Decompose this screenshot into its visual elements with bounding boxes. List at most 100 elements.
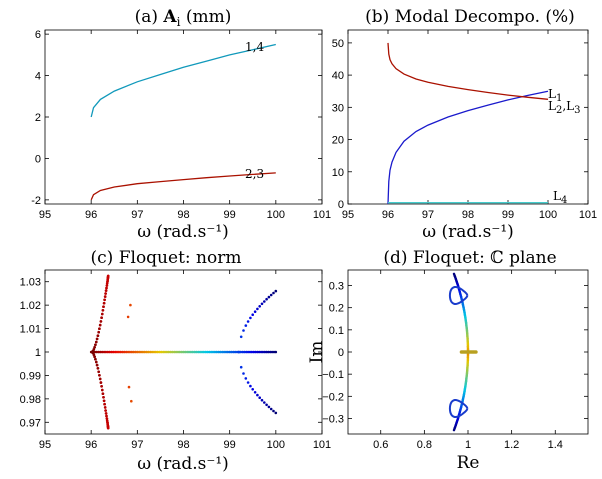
floquet-norm-point: [102, 396, 105, 399]
panel-b-label-l1-sub: 1: [556, 93, 562, 104]
panel-d-ytick-label: 0.1: [329, 325, 344, 337]
floquet-norm-point: [102, 399, 106, 403]
floquet-norm-point: [105, 286, 108, 290]
panel-b-xtick-label: 96: [382, 209, 394, 221]
panel-b-ytick-label: 30: [332, 102, 344, 114]
panel-d-xtick-label: 0.6: [373, 439, 388, 451]
panel-d-ytick-label: 0.3: [329, 281, 344, 293]
panel-d: (d) Floquet: ℂ plane 0.6 0.8 1 1.2 1.4 −0.3 −0…: [307, 248, 589, 473]
floquet-norm-point: [182, 350, 185, 354]
floquet-norm-point: [209, 350, 213, 354]
panel-a-xtick-label: 98: [177, 209, 189, 221]
floquet-norm-point: [187, 350, 191, 354]
floquet-norm-point: [104, 350, 108, 354]
floquet-norm-point: [163, 350, 167, 354]
floquet-norm-point: [244, 377, 248, 380]
floquet-norm-point: [99, 381, 103, 384]
floquet-norm-point: [241, 350, 244, 354]
floquet-norm-point: [269, 293, 273, 297]
floquet-norm-point: [101, 392, 105, 396]
floquet-norm-point: [102, 305, 105, 309]
floquet-norm-point: [272, 350, 276, 354]
floquet-norm-point: [100, 316, 103, 320]
panel-b-xlabel: ω (rad.s⁻¹): [422, 222, 514, 242]
floquet-norm-point: [158, 350, 161, 354]
floquet-norm-point: [211, 350, 215, 354]
floquet-norm-point: [117, 350, 121, 354]
panel-c-ytick-label: 1.02: [20, 300, 41, 312]
floquet-norm-point: [139, 350, 143, 354]
panel-a-title-prefix: (a): [135, 7, 164, 27]
floquet-norm-point: [108, 350, 111, 354]
panel-c-ytick-label: 0.99: [20, 370, 41, 382]
floquet-norm-point: [242, 372, 245, 375]
floquet-norm-point: [263, 401, 266, 404]
floquet-norm-point: [258, 305, 262, 308]
floquet-norm-point: [197, 350, 200, 354]
floquet-norm-point: [98, 323, 102, 327]
floquet-norm-point: [95, 340, 98, 344]
panel-b-series-1: [387, 42, 549, 100]
floquet-norm-point: [224, 350, 228, 354]
floquet-norm-point: [267, 295, 271, 299]
floquet-norm-point: [260, 302, 264, 306]
floquet-norm-point: [263, 300, 266, 303]
panel-d-ticks: 0.6 0.8 1 1.2 1.4 −0.3 −0.2 −0.1 0 0.1 0.2 0.3: [322, 270, 588, 451]
panel-b-label-l3-sub: 3: [574, 105, 580, 116]
floquet-norm-point: [256, 307, 259, 311]
floquet-norm-point: [232, 350, 235, 354]
panel-c-xtick-label: 98: [177, 439, 189, 451]
panel-b-ytick-label: 0: [338, 199, 344, 211]
floquet-norm-point: [274, 350, 278, 354]
panel-c-ytick-label: 1.01: [20, 324, 41, 336]
floquet-norm-point: [265, 297, 268, 301]
floquet-norm-point: [189, 350, 193, 354]
panel-a-ticks: 95 96 97 98 99 100 101 -2 0 2 4 6: [31, 29, 331, 221]
floquet-norm-point: [249, 316, 252, 320]
panel-c: (c) Floquet: norm 95 96 97 98 99 100 101 0.97 0.…: [20, 248, 332, 474]
panel-b-xtick-label: 95: [342, 209, 354, 221]
floquet-norm-point: [222, 350, 226, 354]
floquet-norm-point: [171, 350, 174, 354]
floquet-norm-point: [260, 398, 264, 402]
floquet-norm-point: [137, 350, 141, 354]
panel-a-xtick-label: 101: [313, 209, 331, 221]
panel-b-ytick-label: 10: [332, 167, 344, 179]
floquet-norm-point: [226, 350, 230, 354]
panel-a-xlabel: ω (rad.s⁻¹): [137, 222, 229, 242]
floquet-norm-point: [239, 335, 243, 339]
floquet-norm-point: [97, 350, 100, 354]
floquet-norm-point: [251, 313, 254, 317]
panel-b-label-l2-main: L: [548, 99, 556, 113]
panel-a-title: (a) Ai (mm): [135, 7, 232, 29]
floquet-norm-point: [204, 350, 207, 354]
floquet-norm-point: [169, 350, 172, 354]
floquet-norm-point: [93, 355, 96, 359]
panel-a-label-2-3: 2,3: [245, 167, 264, 181]
floquet-norm-point: [104, 289, 108, 292]
floquet-norm-point: [161, 350, 165, 354]
floquet-norm-point: [147, 350, 150, 354]
floquet-norm-point: [249, 384, 252, 388]
floquet-norm-point: [269, 350, 272, 354]
panel-c-xtick-label: 97: [131, 439, 143, 451]
floquet-norm-point: [129, 303, 132, 307]
panel-b-label-l2l3: L2,L3: [548, 99, 581, 116]
floquet-norm-point: [235, 350, 239, 354]
floquet-norm-point: [126, 350, 130, 354]
floquet-norm-point: [134, 350, 137, 354]
panel-b-label-l4: L4: [553, 189, 567, 206]
floquet-norm-point: [230, 350, 233, 354]
floquet-norm-point: [160, 350, 163, 354]
panel-c-points: [89, 274, 278, 430]
floquet-norm-point: [258, 396, 262, 400]
panel-c-ytick-label: 1.03: [20, 277, 41, 289]
panel-c-xtick-label: 96: [85, 439, 97, 451]
floquet-norm-point: [100, 385, 103, 388]
floquet-norm-point: [265, 403, 268, 407]
floquet-norm-point: [95, 363, 99, 367]
floquet-norm-point: [213, 350, 217, 354]
floquet-norm-point: [94, 357, 97, 361]
panel-a-xtick-label: 96: [85, 209, 97, 221]
floquet-norm-point: [141, 350, 145, 354]
